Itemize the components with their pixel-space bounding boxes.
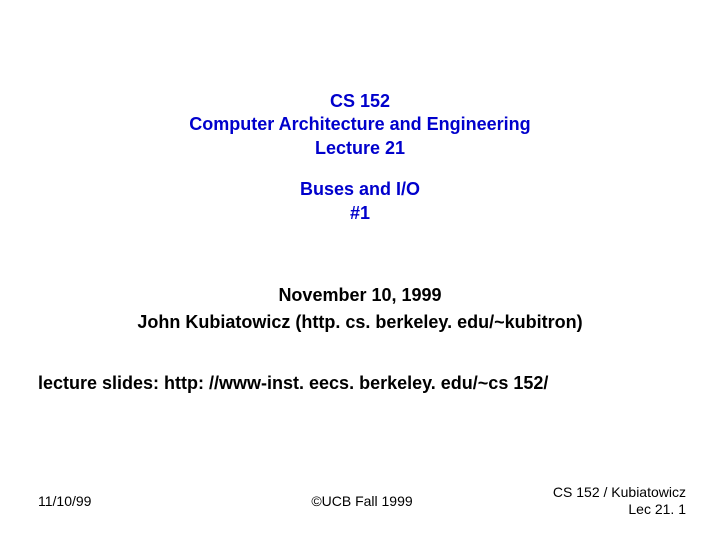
subtitle-line-2: #1 (0, 202, 720, 225)
title-line-3: Lecture 21 (0, 137, 720, 160)
subtitle-line-1: Buses and I/O (0, 178, 720, 201)
footer-date: 11/10/99 (38, 493, 254, 509)
title-line-2: Computer Architecture and Engineering (0, 113, 720, 136)
footer-lecnum: Lec 21. 1 (470, 501, 686, 518)
title-block: CS 152 Computer Architecture and Enginee… (0, 0, 720, 160)
slide-container: CS 152 Computer Architecture and Enginee… (0, 0, 720, 540)
footer-pageinfo: CS 152 / Kubiatowicz Lec 21. 1 (470, 484, 686, 518)
author-text: John Kubiatowicz (http. cs. berkeley. ed… (0, 312, 720, 333)
footer-copyright: ©UCB Fall 1999 (254, 493, 470, 509)
slides-url-text: lecture slides: http: //www-inst. eecs. … (0, 373, 720, 394)
footer: 11/10/99 ©UCB Fall 1999 CS 152 / Kubiato… (0, 484, 720, 518)
footer-course: CS 152 / Kubiatowicz (470, 484, 686, 501)
date-text: November 10, 1999 (0, 285, 720, 306)
title-line-1: CS 152 (0, 90, 720, 113)
subtitle-block: Buses and I/O #1 (0, 178, 720, 225)
